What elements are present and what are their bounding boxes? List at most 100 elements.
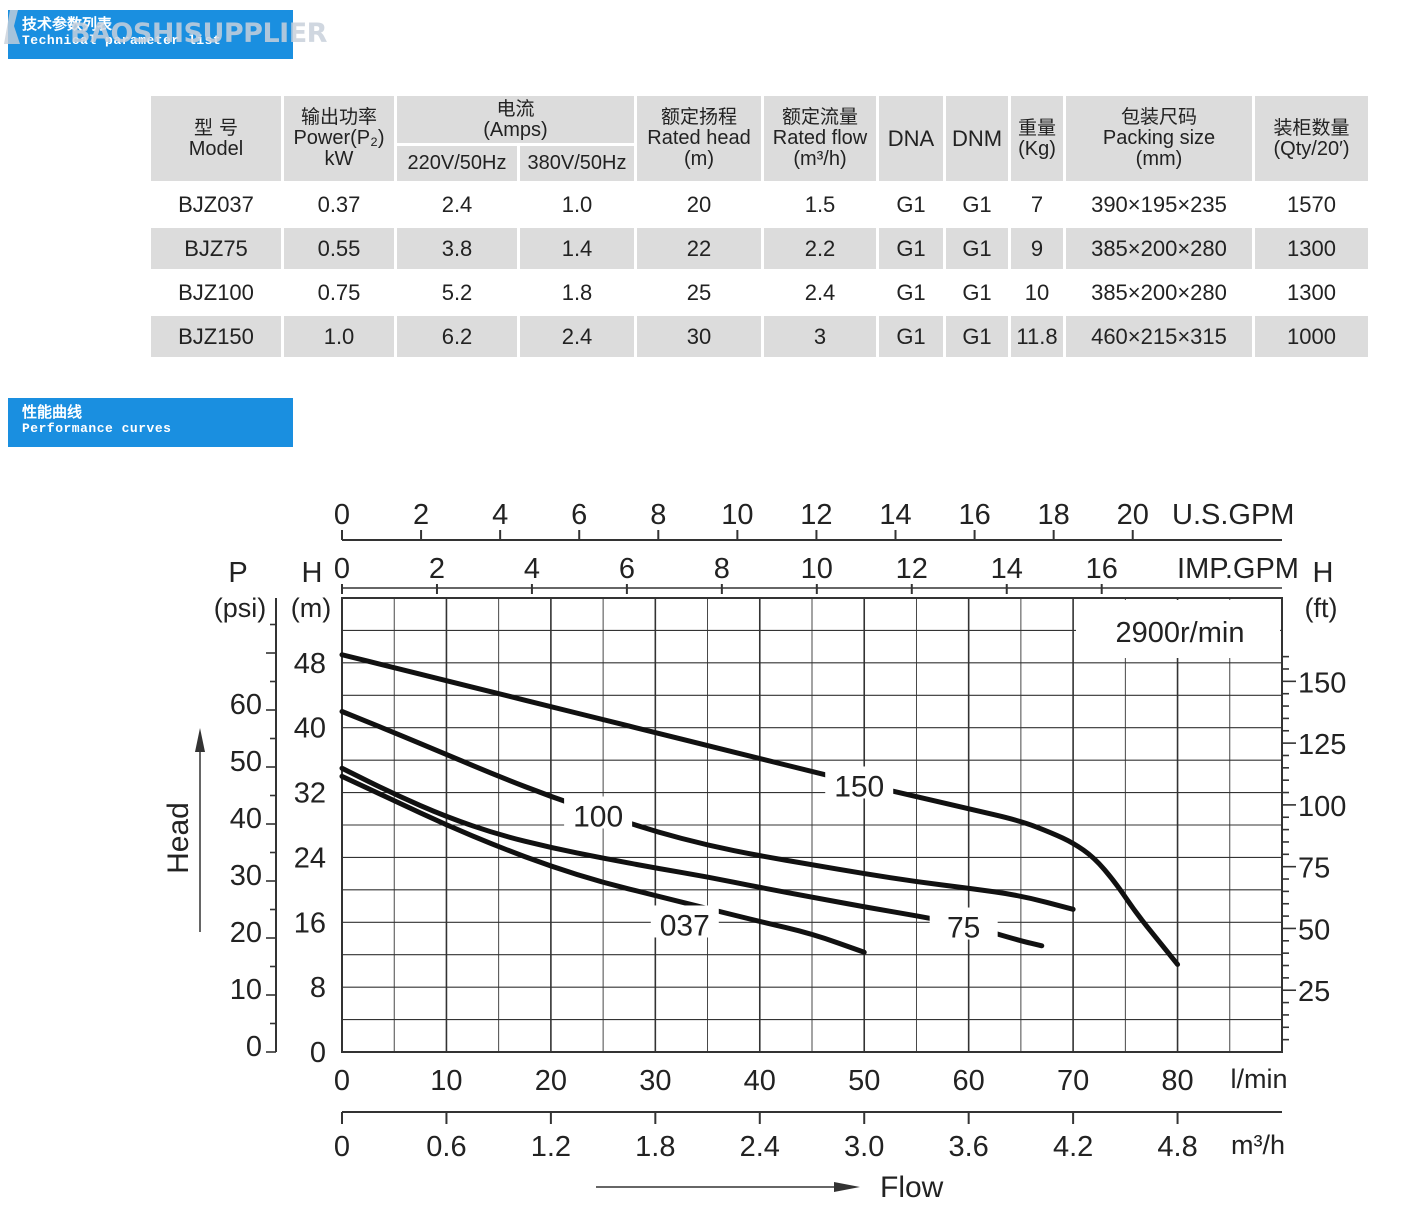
axis-title-head: Head (162, 802, 195, 874)
cell-dna: G1 (879, 316, 943, 357)
tick-label-usgpm: 10 (721, 499, 753, 531)
banner-title-cn: 性能曲线 (22, 403, 83, 421)
watermark-logo-icon (4, 10, 20, 44)
table-row: BJZ100 0.75 5.2 1.8 25 2.4 G1 G1 10 385×… (151, 272, 1368, 313)
tick-label-head-m: 16 (294, 907, 326, 939)
cell-power: 0.55 (284, 228, 394, 269)
tick-label-impgpm: 0 (334, 553, 350, 585)
cell-power: 1.0 (284, 316, 394, 357)
tick-label-impgpm: 12 (896, 553, 928, 585)
tick-label-head-m: 0 (310, 1037, 326, 1069)
cell-head: 30 (637, 316, 761, 357)
cell-pack: 460×215×315 (1066, 316, 1252, 357)
tick-label-psi: 10 (230, 974, 262, 1006)
header-380v: 380V/50Hz (520, 146, 634, 181)
header-rated-flow: 额定流量 Rated flow (m³/h) (764, 96, 876, 181)
cell-dna: G1 (879, 228, 943, 269)
tick-label-ft: 100 (1298, 791, 1346, 823)
tick-label-usgpm: 14 (879, 499, 911, 531)
tick-label-psi: 0 (246, 1031, 262, 1063)
tick-label-ft: 25 (1298, 976, 1330, 1008)
tick-label-ft: 150 (1298, 667, 1346, 699)
tick-label-psi: 40 (230, 803, 262, 835)
axis-title-head-m: H (302, 557, 323, 589)
axis-unit-usgpm: U.S.GPM (1172, 499, 1294, 531)
cell-power: 0.75 (317, 279, 361, 305)
tick-label-m3h: 2.4 (740, 1131, 780, 1163)
cell-qty: 1300 (1287, 279, 1336, 305)
tick-label-lmin: 70 (1057, 1065, 1089, 1097)
cell-amps-220: 2.4 (441, 191, 473, 217)
tick-label-psi: 50 (230, 746, 262, 778)
cell-power: 0.37 (317, 191, 361, 217)
cell-flow: 3 (764, 316, 876, 357)
cell-pack: 385×200×280 (1091, 279, 1227, 305)
tick-label-head-m: 8 (310, 972, 326, 1004)
axis-unit-lmin: l/min (1230, 1064, 1287, 1094)
series-label-100: 100 (573, 800, 623, 833)
series-line-100 (339, 709, 1076, 912)
cell-model: BJZ100 (178, 279, 254, 305)
cell-dna: G1 (896, 279, 926, 305)
tick-label-m3h: 0.6 (426, 1131, 466, 1163)
cell-amps-220: 5.2 (441, 279, 473, 305)
series-label-bg (929, 907, 998, 940)
tick-label-m3h: 0 (334, 1131, 350, 1163)
axis-unit-m3h: m³/h (1231, 1130, 1285, 1160)
cell-pack: 385×200×280 (1066, 228, 1252, 269)
table-row: BJZ150 1.0 6.2 2.4 30 3 G1 G1 11.8 460×2… (151, 316, 1368, 357)
series-label-150: 150 (834, 770, 884, 803)
tick-label-usgpm: 4 (492, 499, 508, 531)
chart-axes (195, 530, 1296, 1192)
tick-label-lmin: 60 (953, 1065, 985, 1097)
header-model: 型 号 Model (151, 96, 281, 181)
cell-pack: 390×195×235 (1091, 191, 1227, 217)
tick-label-impgpm: 8 (714, 553, 730, 585)
header-220v: 220V/50Hz (397, 146, 517, 181)
tick-label-impgpm: 10 (801, 553, 833, 585)
speed-label-box (1076, 600, 1280, 658)
cell-qty: 1300 (1255, 228, 1368, 269)
axis-unit-head-m: (m) (291, 593, 331, 623)
cell-weight: 10 (1024, 279, 1050, 305)
tick-label-psi: 20 (230, 917, 262, 949)
axis-title-head-ft: H (1313, 557, 1334, 589)
tick-label-lmin: 80 (1161, 1065, 1193, 1097)
cell-model: BJZ150 (151, 316, 281, 357)
banner-title-en: Performance curves (22, 421, 172, 436)
tick-label-impgpm: 16 (1086, 553, 1118, 585)
speed-label: 2900r/min (1116, 617, 1245, 649)
cell-amps-220: 3.8 (397, 228, 517, 269)
cell-dna: G1 (896, 191, 926, 217)
cell-amps-380: 1.0 (561, 191, 593, 217)
series-label-bg (650, 905, 719, 938)
tick-label-lmin: 0 (334, 1065, 350, 1097)
tick-label-usgpm: 18 (1038, 499, 1070, 531)
cell-amps-220: 6.2 (397, 316, 517, 357)
cell-weight: 11.8 (1011, 316, 1063, 357)
tick-label-psi: 60 (230, 689, 262, 721)
cell-head: 22 (637, 228, 761, 269)
tick-label-ft: 50 (1298, 914, 1330, 946)
axis-unit-psi: (psi) (214, 593, 267, 623)
header-current: 电流 (Amps) (397, 96, 634, 143)
header-power: 输出功率 Power(P₂) kW (284, 96, 394, 181)
chart-grid (341, 597, 1283, 1053)
tick-label-ft: 125 (1298, 729, 1346, 761)
header-dnm: DNM (946, 96, 1008, 181)
cell-flow: 2.2 (764, 228, 876, 269)
banner-title-en: Technical parameter list (22, 33, 222, 48)
head-arrow-icon (195, 728, 205, 752)
header-dna: DNA (879, 96, 943, 181)
cell-flow: 2.4 (804, 279, 836, 305)
cell-dnm: G1 (946, 228, 1008, 269)
cell-dnm: G1 (962, 191, 992, 217)
cell-head: 20 (686, 191, 712, 217)
cell-amps-380: 1.8 (561, 279, 593, 305)
header-qty: 装柜数量 (Qty/20′) (1255, 96, 1368, 181)
tick-label-head-m: 48 (294, 648, 326, 680)
axis-unit-head-ft: (ft) (1305, 593, 1338, 623)
series-label-037: 037 (660, 909, 710, 942)
header-rated-head: 额定扬程 Rated head (m) (637, 96, 761, 181)
